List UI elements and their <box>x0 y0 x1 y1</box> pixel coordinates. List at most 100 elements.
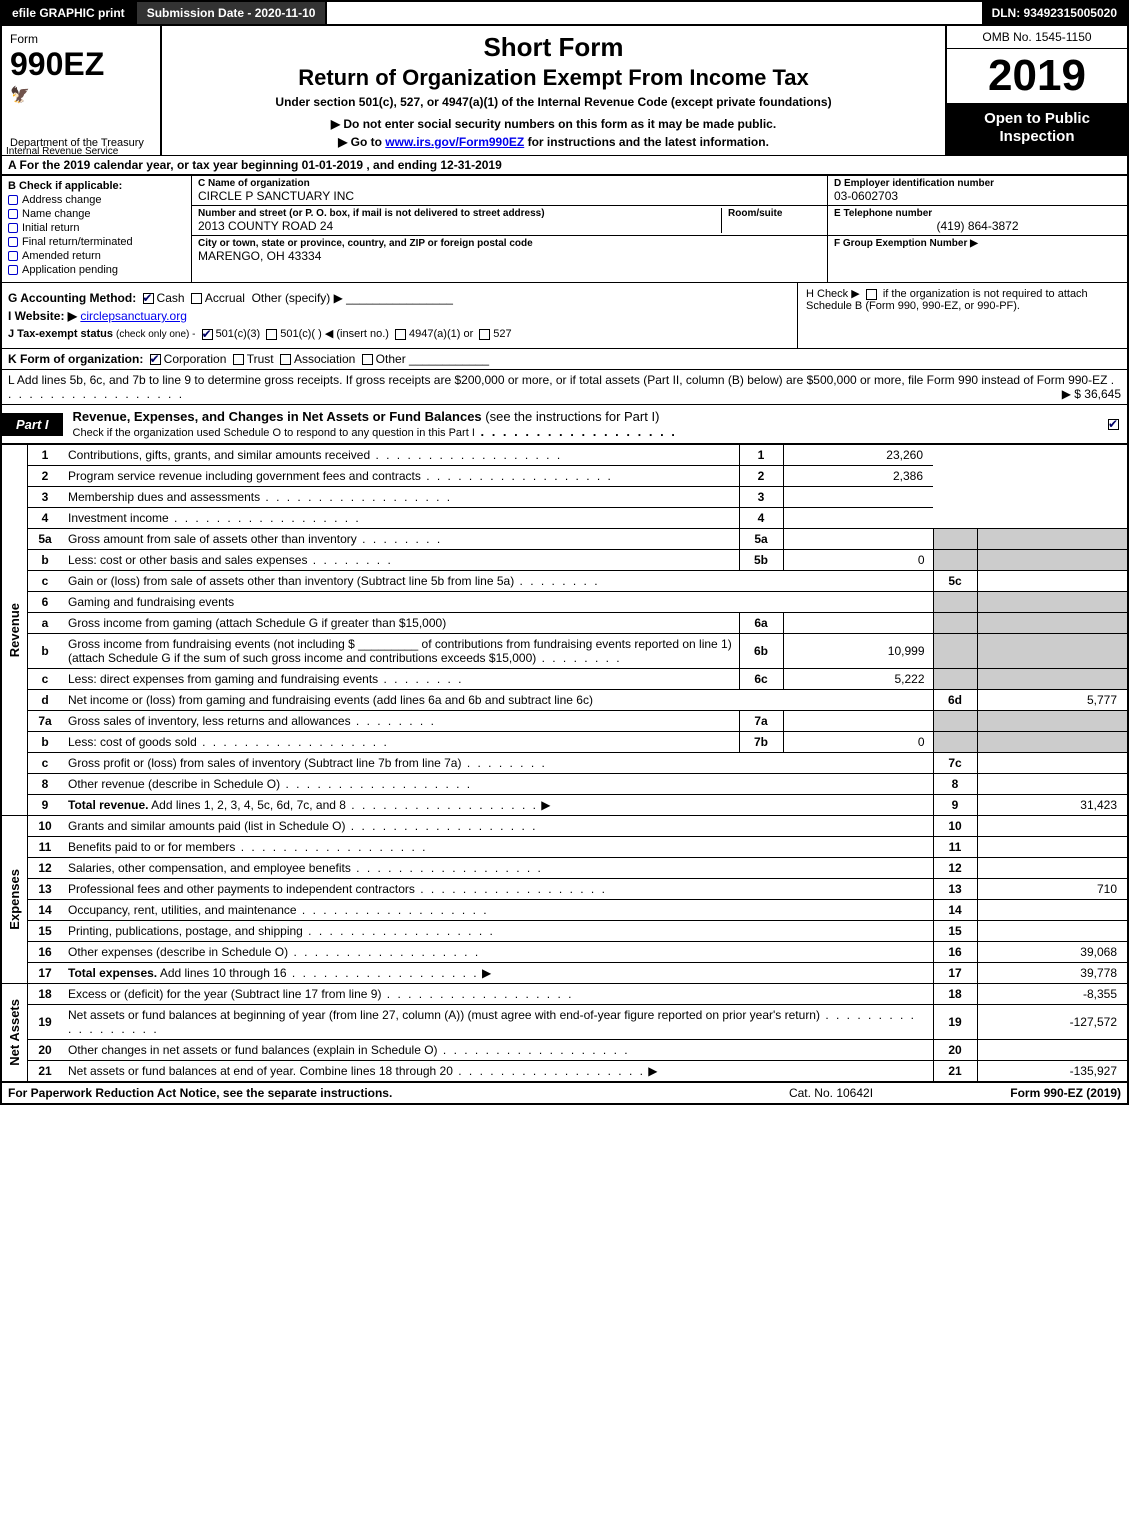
netassets-side-text: Net Assets <box>7 999 22 1066</box>
meta-block: G Accounting Method: Cash Accrual Other … <box>0 283 1129 348</box>
l17-no: 17 <box>28 963 62 984</box>
l8-desc: Other revenue (describe in Schedule O) <box>68 777 280 791</box>
row-9: 9Total revenue. Total revenue. Add lines… <box>28 795 1127 816</box>
omb-number: OMB No. 1545-1150 <box>947 26 1127 49</box>
l6a-shade2 <box>977 613 1127 634</box>
check-name-change[interactable]: Name change <box>8 208 185 220</box>
check-initial-return-label: Initial return <box>22 222 79 234</box>
l6b-sb: 6b <box>739 634 783 669</box>
l12-desc: Salaries, other compensation, and employ… <box>68 861 351 875</box>
check-final-return[interactable]: Final return/terminated <box>8 236 185 248</box>
submission-date: Submission Date - 2020-11-10 <box>137 2 328 24</box>
l16-desc: Other expenses (describe in Schedule O) <box>68 945 288 959</box>
j-4947-checkbox[interactable] <box>395 329 406 340</box>
g-cash-checkbox[interactable] <box>143 293 154 304</box>
l13-amt: 710 <box>977 879 1127 900</box>
row-8: 8Other revenue (describe in Schedule O)8 <box>28 774 1127 795</box>
l3-desc: Membership dues and assessments <box>68 490 260 504</box>
l6-shade2 <box>977 592 1127 613</box>
h-checkbox[interactable] <box>866 289 877 300</box>
line-i: I Website: ▶ circlepsanctuary.org <box>8 309 791 323</box>
check-amended-return[interactable]: Amended return <box>8 250 185 262</box>
l5a-no: 5a <box>28 529 62 550</box>
netassets-section: Net Assets 18Excess or (deficit) for the… <box>0 984 1129 1082</box>
l20-col: 20 <box>933 1040 977 1061</box>
l4-amt <box>783 508 933 529</box>
row-16: 16 Other expenses (describe in Schedule O… <box>28 942 1127 963</box>
expenses-table: 10Grants and similar amounts paid (list … <box>28 816 1127 983</box>
row-10: 10Grants and similar amounts paid (list … <box>28 816 1127 837</box>
section-b: B Check if applicable: Address change Na… <box>2 176 192 282</box>
l7a-sb: 7a <box>739 711 783 732</box>
l18-no: 18 <box>28 984 62 1005</box>
k-corp-checkbox[interactable] <box>150 354 161 365</box>
l1-no: 1 <box>28 445 62 466</box>
return-title: Return of Organization Exempt From Incom… <box>174 65 933 91</box>
check-address-change[interactable]: Address change <box>8 194 185 206</box>
irs-link[interactable]: www.irs.gov/Form990EZ <box>385 135 524 149</box>
l6b-shade2 <box>977 634 1127 669</box>
k-assoc-checkbox[interactable] <box>280 354 291 365</box>
l2-desc: Program service revenue including govern… <box>68 469 421 483</box>
l21-col: 21 <box>933 1061 977 1082</box>
l12-col: 12 <box>933 858 977 879</box>
l8-col: 8 <box>933 774 977 795</box>
b-label: B Check if applicable: <box>8 180 185 192</box>
h-text1: H Check ▶ <box>806 288 860 300</box>
l7b-desc: Less: cost of goods sold <box>68 735 197 749</box>
g-label: G Accounting Method: <box>8 291 136 305</box>
l14-no: 14 <box>28 900 62 921</box>
row-6: 6Gaming and fundraising events <box>28 592 1127 613</box>
revenue-side-text: Revenue <box>7 603 22 657</box>
section-c: C Name of organization CIRCLE P SANCTUAR… <box>192 176 827 282</box>
l5c-col: 5c <box>933 571 977 592</box>
j-527-label: 527 <box>493 328 511 340</box>
row-6b: bGross income from fundraising events (n… <box>28 634 1127 669</box>
part1-schedule-o-checkbox[interactable] <box>1108 419 1119 430</box>
j-527-checkbox[interactable] <box>479 329 490 340</box>
form-word: Form <box>10 32 152 46</box>
check-application-pending[interactable]: Application pending <box>8 264 185 276</box>
row-2: 2Program service revenue including gover… <box>28 466 1127 487</box>
netassets-side-label: Net Assets <box>2 984 28 1081</box>
l7c-desc: Gross profit or (loss) from sales of inv… <box>68 756 461 770</box>
addr-label: Number and street (or P. O. box, if mail… <box>198 208 721 219</box>
row-15: 15Printing, publications, postage, and s… <box>28 921 1127 942</box>
line-g: G Accounting Method: Cash Accrual Other … <box>8 291 791 305</box>
top-bar: efile GRAPHIC print Submission Date - 20… <box>0 0 1129 26</box>
header-right: OMB No. 1545-1150 2019 Open to Public In… <box>947 26 1127 155</box>
l5b-no: b <box>28 550 62 571</box>
check-address-change-label: Address change <box>22 194 102 206</box>
efile-label[interactable]: efile GRAPHIC print <box>2 2 137 24</box>
l14-desc: Occupancy, rent, utilities, and maintena… <box>68 903 297 917</box>
line-k: K Form of organization: Corporation Trus… <box>0 348 1129 369</box>
j-501c-checkbox[interactable] <box>266 329 277 340</box>
j-501c3-checkbox[interactable] <box>202 329 213 340</box>
l6-no: 6 <box>28 592 62 613</box>
l7a-sv <box>783 711 933 732</box>
expenses-side-label: Expenses <box>2 816 28 983</box>
website-link[interactable]: circlepsanctuary.org <box>80 309 187 323</box>
form-number: 990EZ <box>10 46 152 83</box>
check-initial-return[interactable]: Initial return <box>8 222 185 234</box>
i-label: I Website: ▶ <box>8 309 77 323</box>
j-501c3-label: 501(c)(3) <box>216 328 261 340</box>
l10-no: 10 <box>28 816 62 837</box>
k-other-checkbox[interactable] <box>362 354 373 365</box>
section-h: H Check ▶ if the organization is not req… <box>797 283 1127 348</box>
row-5c: cGain or (loss) from sale of assets othe… <box>28 571 1127 592</box>
l5a-sb: 5a <box>739 529 783 550</box>
ssn-warning: ▶ Do not enter social security numbers o… <box>174 117 933 131</box>
l16-col: 16 <box>933 942 977 963</box>
k-trust-checkbox[interactable] <box>233 354 244 365</box>
l5b-shade1 <box>933 550 977 571</box>
l9-amt: 31,423 <box>977 795 1127 816</box>
expenses-section: Expenses 10Grants and similar amounts pa… <box>0 816 1129 984</box>
k-corp-label: Corporation <box>164 352 227 366</box>
g-accrual-checkbox[interactable] <box>191 293 202 304</box>
d-label: D Employer identification number <box>834 178 1121 189</box>
l19-amt: -127,572 <box>977 1005 1127 1040</box>
g-accrual-label: Accrual <box>205 291 245 305</box>
short-form-title: Short Form <box>174 32 933 63</box>
l19-col: 19 <box>933 1005 977 1040</box>
